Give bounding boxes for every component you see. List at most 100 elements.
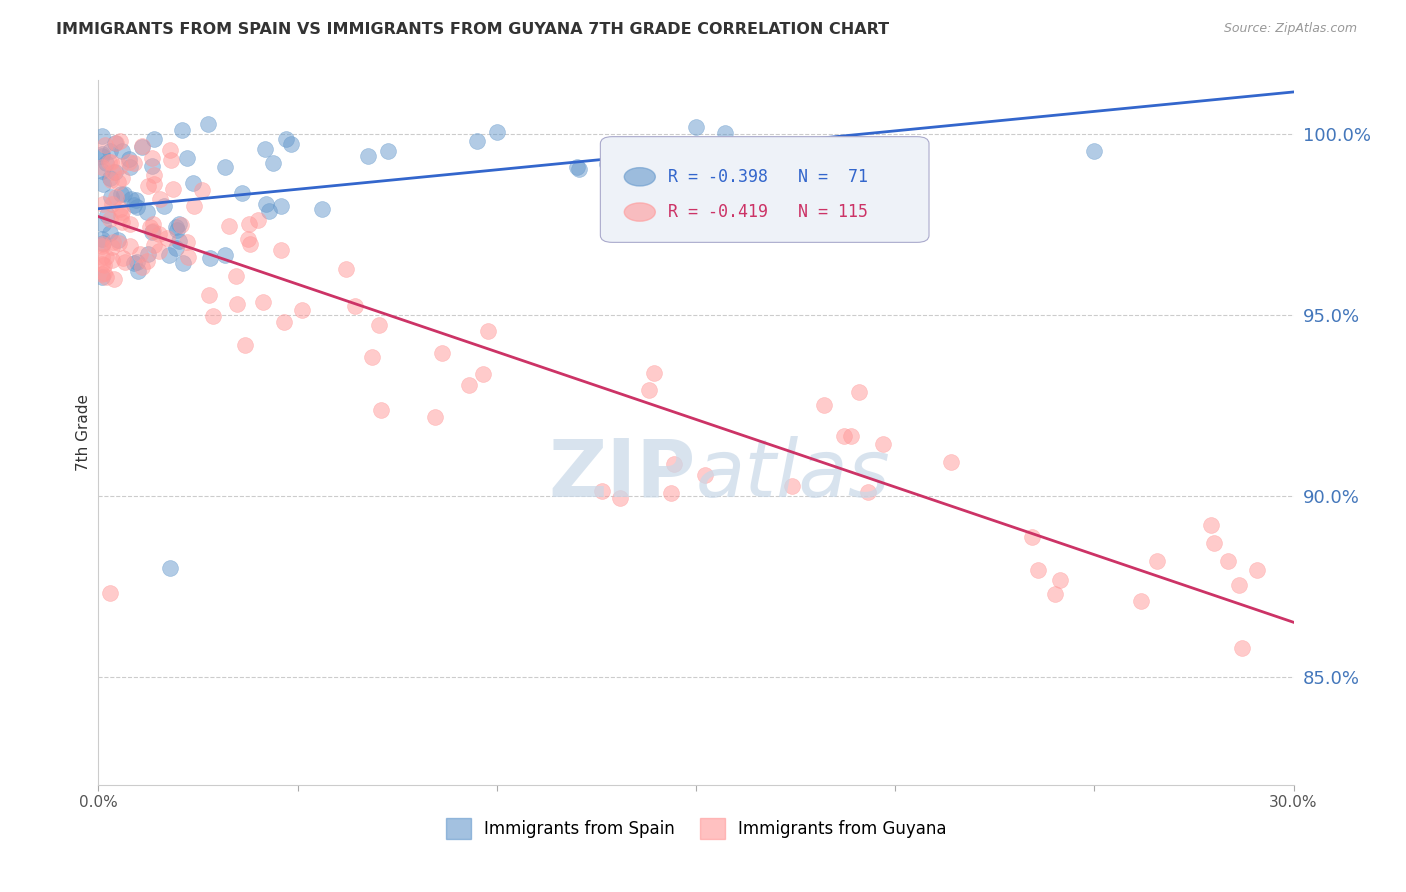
Point [360, 350, 382, 364]
Point [780, 479, 803, 493]
Point [131, 138, 153, 153]
Point [91, 177, 114, 191]
Point [142, 132, 165, 146]
Point [226, 296, 249, 310]
Y-axis label: 7th Grade: 7th Grade [76, 394, 91, 471]
Point [127, 264, 149, 278]
Point [270, 199, 292, 213]
Point [357, 149, 380, 163]
Point [254, 142, 277, 156]
Point [1227, 577, 1250, 591]
Text: R = -0.398   N =  71: R = -0.398 N = 71 [668, 168, 869, 186]
Point [98, 154, 121, 169]
Point [100, 190, 122, 204]
Point [176, 152, 198, 166]
Point [104, 136, 127, 150]
Point [118, 153, 141, 167]
Point [111, 145, 134, 159]
Point [457, 378, 479, 392]
Point [103, 272, 125, 286]
Point [335, 261, 357, 276]
Point [96, 208, 118, 222]
Point [254, 197, 277, 211]
FancyBboxPatch shape [600, 136, 929, 243]
Point [693, 468, 716, 483]
Point [122, 198, 145, 212]
Point [377, 144, 399, 158]
Point [91, 129, 114, 144]
Point [231, 186, 253, 200]
Point [91, 217, 114, 231]
Point [136, 246, 159, 260]
Point [91, 239, 114, 253]
Point [118, 155, 141, 169]
Point [370, 403, 392, 417]
Point [91, 146, 114, 161]
Point [170, 218, 193, 232]
Point [138, 178, 160, 193]
Point [98, 144, 121, 158]
Point [1146, 554, 1168, 568]
Point [107, 233, 129, 247]
Point [430, 346, 453, 360]
Point [1202, 535, 1225, 549]
Point [839, 429, 862, 443]
Point [143, 169, 166, 183]
Point [94, 269, 117, 284]
Point [98, 211, 121, 226]
Point [165, 220, 187, 235]
Point [111, 205, 134, 219]
Point [156, 231, 179, 245]
Point [100, 154, 122, 169]
Point [91, 236, 114, 251]
Legend: Immigrants from Spain, Immigrants from Guyana: Immigrants from Spain, Immigrants from G… [437, 810, 955, 847]
Point [834, 428, 856, 442]
Point [139, 220, 162, 235]
Point [103, 164, 125, 178]
Point [100, 173, 122, 187]
Point [159, 561, 181, 575]
Point [98, 171, 121, 186]
Point [120, 192, 142, 206]
Point [141, 225, 163, 239]
Point [110, 187, 132, 202]
Point [141, 151, 163, 165]
Point [108, 202, 131, 216]
Point [1083, 144, 1105, 158]
Point [148, 227, 170, 241]
Point [872, 437, 894, 451]
Point [94, 156, 117, 170]
Point [91, 232, 114, 246]
Point [148, 244, 170, 259]
Point [565, 160, 588, 174]
Point [218, 219, 240, 233]
Point [110, 134, 132, 148]
Point [368, 318, 391, 333]
Text: Source: ZipAtlas.com: Source: ZipAtlas.com [1223, 22, 1357, 36]
Point [273, 315, 295, 329]
Point [685, 120, 707, 134]
Point [98, 586, 122, 600]
Point [142, 224, 165, 238]
Point [280, 136, 302, 151]
Point [239, 237, 262, 252]
Point [91, 197, 114, 211]
Point [157, 248, 180, 262]
Point [118, 217, 141, 231]
Point [176, 235, 198, 250]
Point [343, 300, 366, 314]
Point [111, 215, 134, 229]
Point [125, 193, 148, 207]
Point [291, 303, 314, 318]
Point [149, 192, 172, 206]
Point [107, 176, 129, 190]
Point [142, 217, 165, 231]
Point [170, 123, 193, 137]
Text: ZIP: ZIP [548, 436, 696, 514]
Point [1199, 518, 1222, 533]
Point [257, 203, 280, 218]
Point [1043, 587, 1066, 601]
Point [91, 267, 114, 281]
Point [131, 260, 153, 275]
Point [1246, 563, 1268, 577]
